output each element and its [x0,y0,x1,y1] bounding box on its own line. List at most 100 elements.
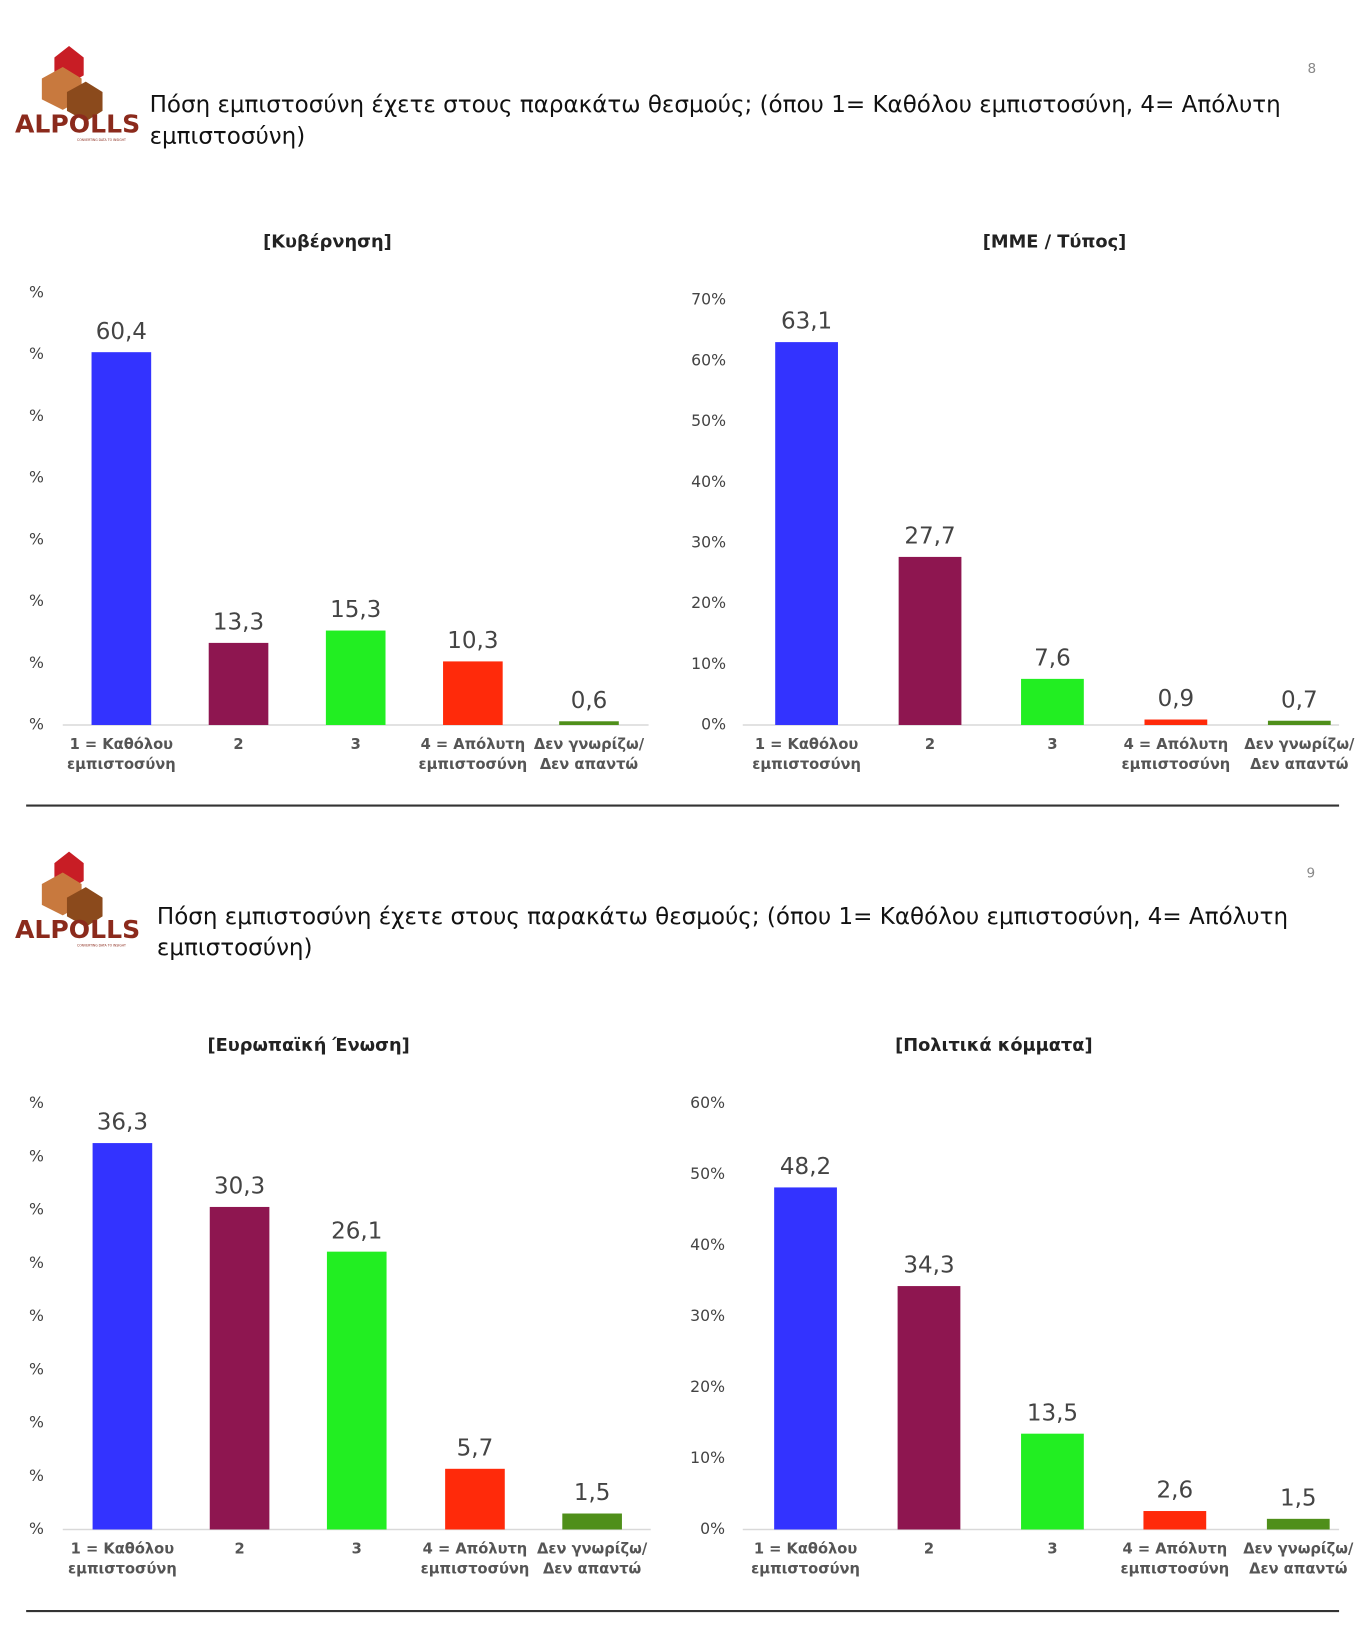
bar [92,1143,153,1530]
x-tick-label-box: 2 [923,1540,935,1558]
bar [898,556,962,725]
y-tick-label: % [29,1359,44,1378]
x-tick-label: 1 = Καθόλου εμπιστοσύνη [66,736,176,774]
y-tick-label: % [29,468,44,487]
bar [897,1286,961,1530]
data-label: 13,3 [213,610,264,636]
logo-tagline: CONVERTING DATA TO INSIGHT [77,138,126,142]
x-tick-label-box: Δεν γνωρίζω/Δεν απαντώ [1244,736,1355,774]
bar [562,1513,622,1530]
bar [208,642,269,725]
x-tick-label: 4 = Απόλυτη εμπιστοσύνη [418,736,528,774]
y-tick-label: % [29,1413,44,1432]
bar [325,630,386,725]
y-tick-label: 60% [691,350,726,369]
y-tick-label: 60% [690,1093,725,1112]
data-label: 1,5 [1280,1485,1317,1511]
y-tick-label: 30% [691,532,726,551]
y-tick-label: % [29,529,44,548]
y-tick-label: 50% [690,1164,725,1183]
y-tick-label: % [29,1306,44,1325]
y-tick-label: 0% [701,714,726,733]
y-tick-label: % [29,591,44,610]
question-box: Πόση εμπιστοσύνη έχετε στους παρακάτω θε… [150,92,1281,150]
data-label: 36,3 [97,1110,148,1136]
bar [1021,678,1084,725]
bar [443,661,503,725]
y-tick-label: % [29,1253,44,1272]
page-number: 8 [1308,61,1317,77]
y-tick-label: % [29,714,44,733]
bar [1021,1433,1084,1530]
data-label: 15,3 [330,597,381,623]
y-tick-label: % [29,1146,44,1165]
x-tick-label: Δεν γνωρίζω/Δεν απαντώ [537,1540,648,1578]
bar [209,1206,270,1530]
bar [326,1251,387,1530]
data-label: 27,7 [904,524,955,550]
data-label: 13,5 [1027,1400,1078,1426]
x-tick-label: Δεν γνωρίζω/Δεν απαντώ [1243,1540,1354,1578]
bar [1144,719,1208,725]
x-tick-label: 1 = Καθόλου εμπιστοσύνη [752,736,861,774]
bar [559,721,619,725]
y-tick-label: 40% [690,1235,725,1254]
question-box: Πόση εμπιστοσύνη έχετε στους παρακάτω θε… [156,903,1289,962]
y-tick-label: 10% [690,1448,725,1467]
y-tick-label: % [29,1200,44,1219]
logo [41,46,103,122]
y-tick-label: % [29,653,44,672]
y-tick-label: 10% [691,654,726,673]
logo [41,851,103,927]
x-tick-label: 2 [923,1540,935,1558]
question: Πόση εμπιστοσύνη έχετε στους παρακάτω θε… [156,903,1289,962]
x-tick-label-box: 2 [233,736,244,754]
x-tick-label-box: 3 [1047,736,1058,754]
x-tick-label: 1 = Καθόλου εμπιστοσύνη [68,1540,177,1578]
x-tick-label-box: 4 = Απόλυτη εμπιστοσύνη [418,736,528,774]
y-tick-label: 40% [691,472,726,491]
x-tick-label: Δεν γνωρίζω/Δεν απαντώ [1244,736,1355,774]
x-tick-label-box: 3 [351,736,361,753]
logo-text: ALPOLLS [15,110,140,139]
y-tick-label: % [29,344,44,363]
y-tick-label: 0% [700,1519,725,1538]
x-tick-label-box: 2 [234,1540,245,1558]
y-tick-label: 20% [690,1377,725,1396]
y-tick-label: % [29,282,44,301]
data-label: 0,6 [571,688,608,714]
bar [775,342,838,725]
y-tick-label: % [29,1466,44,1485]
x-tick-label: 4 = Απόλυτη εμπιστοσύνη [420,1540,530,1578]
x-tick-label: 3 [351,1540,362,1558]
chart-title: [Πολιτικά κόμματα] [895,1035,1092,1056]
x-tick-label-box: 4 = Απόλυτη εμπιστοσύνη [1121,736,1231,774]
x-tick-label-box: 4 = Απόλυτη εμπιστοσύνη [1120,1541,1229,1578]
y-tick-label: % [29,1519,44,1538]
logo-text: ALPOLLS [15,915,140,944]
data-label: 5,7 [457,1435,494,1461]
data-label: 0,7 [1281,687,1318,713]
x-tick-label: Δεν γνωρίζω/Δεν απαντώ [533,736,645,774]
bar [91,352,152,725]
x-tick-label: 1 = Καθόλου εμπιστοσύνη [751,1540,860,1578]
chart-title: [Ευρωπαϊκή Ένωση] [208,1035,410,1056]
y-tick-label: % [29,1093,44,1112]
data-label: 1,5 [574,1480,611,1506]
chart-title: [Κυβέρνηση] [263,232,392,253]
bar [445,1468,505,1530]
chart-title: [ΜΜΕ / Τύπος] [983,232,1126,253]
data-label: 26,1 [331,1218,382,1244]
x-tick-label: 3 [1047,1540,1058,1558]
x-tick-label: 3 [1047,736,1058,754]
x-tick-label: 2 [234,1540,245,1558]
data-label: 0,9 [1158,686,1195,712]
x-tick-label: 4 = Απόλυτη εμπιστοσύνη [1121,736,1231,774]
data-label: 34,3 [903,1253,954,1279]
x-tick-label: 2 [233,736,244,754]
bar [1267,720,1331,725]
x-tick-label-box: Δεν γνωρίζω/Δεν απαντώ [1243,1540,1354,1578]
x-tick-label-box: 1 = Καθόλου εμπιστοσύνη [68,1540,177,1578]
